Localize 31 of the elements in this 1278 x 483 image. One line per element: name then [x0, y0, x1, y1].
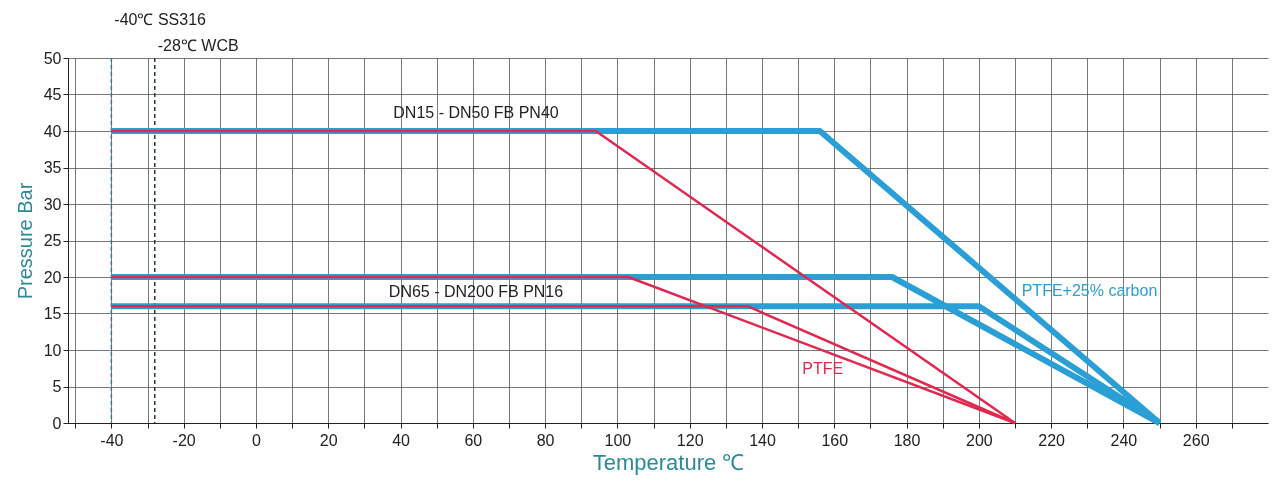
x-tick-label: 200 [965, 431, 993, 449]
ref-line-label: -28℃ WCB [157, 37, 239, 54]
y-tick-label: 40 [43, 122, 62, 140]
x-tick-label: -20 [172, 431, 196, 449]
x-tick-label: -40 [100, 431, 124, 449]
x-tick-label: 240 [1110, 431, 1138, 449]
x-tick-label: 40 [392, 431, 411, 449]
x-tick-label: 0 [252, 431, 261, 449]
x-tick-label: 120 [676, 431, 704, 449]
y-axis-title: Pressure Bar [13, 182, 36, 300]
x-tick-label: 220 [1038, 431, 1066, 449]
x-axis-title: Temperature ℃ [592, 449, 745, 475]
y-tick-label: 10 [43, 341, 62, 359]
y-tick-label: 35 [43, 159, 62, 176]
y-tick-label: 20 [43, 268, 62, 286]
y-tick-label: 30 [43, 195, 62, 213]
x-tick-label: 100 [604, 431, 632, 449]
y-tick-label: 5 [52, 378, 62, 395]
y-tick-label: 50 [43, 49, 62, 67]
x-tick-label: 160 [821, 431, 849, 449]
y-tick-label: 25 [43, 232, 62, 249]
x-tick-label: 260 [1182, 431, 1210, 449]
x-tick-label: 20 [319, 431, 338, 449]
y-tick-label: 15 [43, 305, 62, 322]
x-tick-label: 180 [893, 431, 921, 449]
x-tick-label: 60 [464, 431, 483, 449]
ref-line-label: -40℃ SS316 [114, 11, 207, 28]
y-tick-label: 45 [43, 86, 62, 103]
y-tick-label: 0 [52, 414, 62, 432]
x-tick-label: 140 [749, 431, 776, 449]
x-tick-label: 80 [536, 431, 555, 449]
